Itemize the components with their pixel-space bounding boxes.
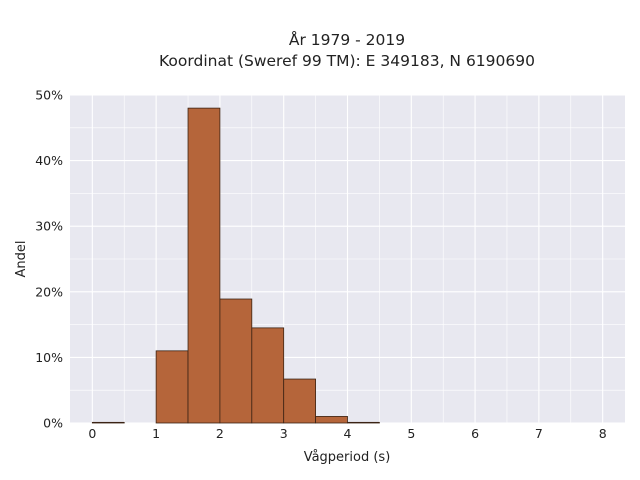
x-tick-label: 7 <box>535 426 543 441</box>
y-tick-label: 0% <box>43 416 63 431</box>
x-tick-label: 1 <box>152 426 160 441</box>
y-tick-label: 30% <box>35 219 63 234</box>
y-axis-ticks: 0% 10% 20% 30% 40% 50% <box>35 88 63 431</box>
x-tick-label: 0 <box>88 426 96 441</box>
y-tick-label: 50% <box>35 88 63 103</box>
histogram-bar <box>251 327 285 424</box>
histogram-bar <box>219 298 253 424</box>
x-axis-label: Vågperiod (s) <box>304 450 391 465</box>
x-tick-label: 2 <box>216 426 224 441</box>
histogram-bars <box>91 107 380 424</box>
histogram-bar <box>187 107 221 424</box>
x-tick-label: 8 <box>599 426 607 441</box>
x-tick-label: 6 <box>471 426 479 441</box>
histogram-bar <box>315 416 348 424</box>
y-tick-label: 20% <box>35 284 63 299</box>
x-tick-label: 5 <box>407 426 415 441</box>
x-tick-label: 4 <box>344 426 352 441</box>
histogram-bar <box>283 378 317 424</box>
chart-subtitle: Koordinat (Sweref 99 TM): E 349183, N 61… <box>159 52 535 70</box>
y-tick-label: 10% <box>35 350 63 365</box>
y-axis-label: Andel <box>14 241 29 278</box>
histogram-bar <box>347 421 380 424</box>
grid-lines <box>70 94 625 424</box>
x-tick-label: 3 <box>280 426 288 441</box>
chart-title: År 1979 - 2019 <box>289 30 405 49</box>
histogram-bar <box>91 421 125 424</box>
histogram-bar <box>155 350 189 424</box>
y-tick-label: 40% <box>35 153 63 168</box>
x-axis-ticks: 0 1 2 3 4 5 6 7 8 <box>88 426 606 441</box>
